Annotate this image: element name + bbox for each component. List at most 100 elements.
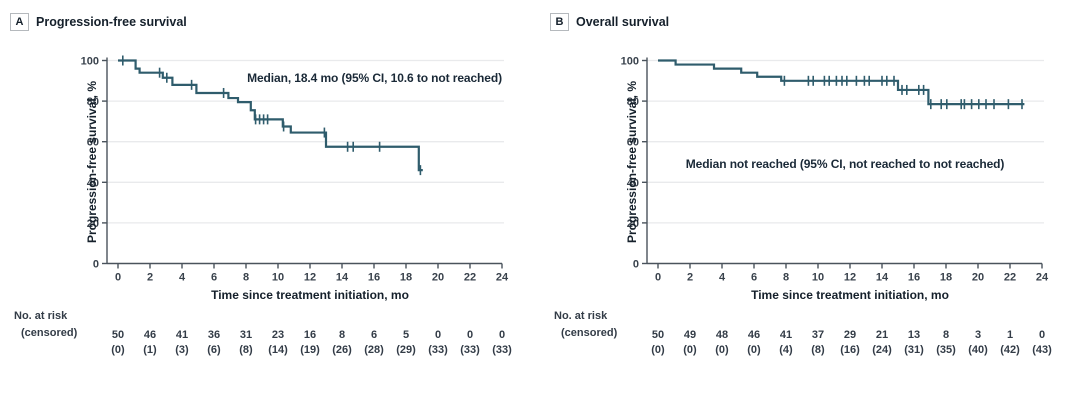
x-tick-label: 18 <box>400 272 412 284</box>
km-curve <box>658 59 1025 106</box>
censored-value: (3) <box>175 344 189 356</box>
x-tick-label: 4 <box>719 272 726 284</box>
panel-b-title: Overall survival <box>576 15 670 29</box>
censored-value: (40) <box>968 344 988 356</box>
risk-value: 29 <box>844 329 856 341</box>
x-tick-label: 14 <box>336 272 349 284</box>
x-tick-label: 0 <box>115 272 121 284</box>
risk-value: 8 <box>943 329 949 341</box>
y-tick-label: 40 <box>627 177 639 189</box>
risk-value: 46 <box>144 329 156 341</box>
censored-value: (19) <box>300 344 320 356</box>
panel-b-x-axis-label: Time since treatment initiation, mo <box>751 288 949 302</box>
censored-value: (31) <box>904 344 924 356</box>
x-tick-label: 8 <box>783 272 789 284</box>
censored-value: (14) <box>268 344 288 356</box>
x-tick-label: 14 <box>876 272 889 284</box>
x-tick-label: 8 <box>243 272 249 284</box>
censored-value: (8) <box>811 344 825 356</box>
censored-value: (28) <box>364 344 384 356</box>
panel-progression-free-survival: A Progression-free survival 0 20 40 60 80 100… <box>10 13 512 356</box>
censored-value: (0) <box>715 344 729 356</box>
x-tick-label: 16 <box>908 272 920 284</box>
x-tick-label: 10 <box>812 272 824 284</box>
y-tick-label: 60 <box>627 137 639 149</box>
x-tick-label: 24 <box>496 272 509 284</box>
panel-a-y-axis-label: Progression-free survival, % <box>85 80 99 244</box>
x-tick-label: 22 <box>1004 272 1016 284</box>
panel-a-censored-header: (censored) <box>21 327 78 339</box>
risk-value: 13 <box>908 329 920 341</box>
risk-value: 37 <box>812 329 824 341</box>
panel-a-x-axis-label: Time since treatment initiation, mo <box>211 288 409 302</box>
x-tick-label: 12 <box>844 272 856 284</box>
y-tick-label: 20 <box>627 218 639 230</box>
x-tick-label: 2 <box>687 272 693 284</box>
risk-value: 0 <box>499 329 505 341</box>
x-tick-label: 6 <box>211 272 217 284</box>
x-tick-label: 0 <box>655 272 661 284</box>
x-tick-label: 10 <box>272 272 284 284</box>
x-tick-label: 6 <box>751 272 757 284</box>
y-tick-label: 20 <box>87 218 99 230</box>
risk-value: 50 <box>112 329 124 341</box>
x-tick-label: 2 <box>147 272 153 284</box>
risk-value: 6 <box>371 329 377 341</box>
censored-value: (0) <box>683 344 697 356</box>
censored-value: (0) <box>747 344 761 356</box>
x-tick-label: 20 <box>432 272 444 284</box>
censored-value: (16) <box>840 344 860 356</box>
risk-value: 0 <box>1039 329 1045 341</box>
x-tick-label: 18 <box>940 272 952 284</box>
y-tick-label: 80 <box>627 96 639 108</box>
risk-value: 16 <box>304 329 316 341</box>
x-tick-label: 22 <box>464 272 476 284</box>
panel-a-median-annotation: Median, 18.4 mo (95% CI, 10.6 to not rea… <box>247 71 502 85</box>
risk-value: 0 <box>467 329 473 341</box>
panel-a-risk-header: No. at risk <box>14 310 68 322</box>
risk-value: 0 <box>435 329 441 341</box>
y-tick-label: 60 <box>87 137 99 149</box>
censored-value: (42) <box>1000 344 1020 356</box>
panel-b-median-annotation: Median not reached (95% CI, not reached … <box>685 157 1005 171</box>
risk-value: 23 <box>272 329 284 341</box>
km-curve <box>118 59 423 172</box>
risk-value: 46 <box>748 329 760 341</box>
panel-b-header: B Overall survival <box>550 13 669 31</box>
risk-value: 8 <box>339 329 345 341</box>
panel-b-censored-header: (censored) <box>561 327 618 339</box>
panel-a-header: A Progression-free survival <box>10 13 187 31</box>
censored-value: (24) <box>872 344 892 356</box>
risk-value: 31 <box>240 329 252 341</box>
risk-value: 48 <box>716 329 728 341</box>
y-tick-label: 0 <box>93 259 99 271</box>
censored-value: (0) <box>111 344 125 356</box>
risk-value: 21 <box>876 329 888 341</box>
censored-value: (29) <box>396 344 416 356</box>
censored-value: (4) <box>779 344 793 356</box>
censored-value: (33) <box>492 344 512 356</box>
censored-value: (33) <box>460 344 480 356</box>
risk-value: 36 <box>208 329 220 341</box>
x-tick-label: 24 <box>1036 272 1049 284</box>
censored-value: (43) <box>1032 344 1052 356</box>
y-tick-label: 40 <box>87 177 99 189</box>
risk-value: 50 <box>652 329 664 341</box>
risk-value: 1 <box>1007 329 1013 341</box>
y-tick-label: 100 <box>81 56 99 68</box>
censored-value: (6) <box>207 344 221 356</box>
censored-value: (0) <box>651 344 665 356</box>
panel-a-label-box: A <box>10 13 29 31</box>
censored-value: (8) <box>239 344 253 356</box>
y-tick-label: 100 <box>621 56 639 68</box>
censored-value: (35) <box>936 344 956 356</box>
panel-b-risk-header: No. at risk <box>554 310 608 322</box>
y-tick-label: 0 <box>633 259 639 271</box>
censored-value: (33) <box>428 344 448 356</box>
panel-a-title: Progression-free survival <box>36 15 187 29</box>
risk-value: 49 <box>684 329 696 341</box>
panel-overall-survival: B Overall survival 0 20 40 60 80 100 0 2 4 6 8 10 12… <box>540 0 1080 400</box>
